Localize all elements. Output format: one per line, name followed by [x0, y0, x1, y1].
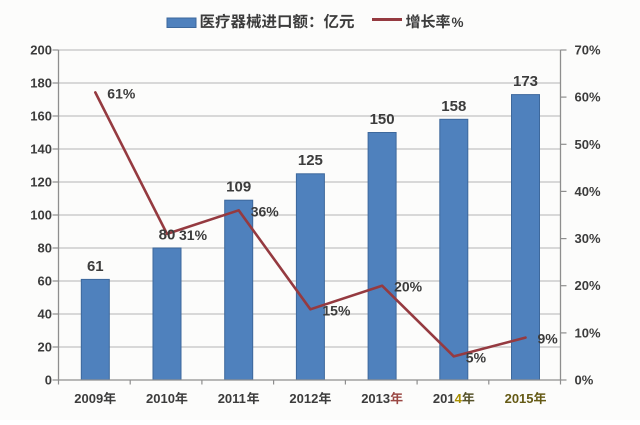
svg-text:100: 100 [30, 208, 52, 223]
svg-text:150: 150 [370, 111, 395, 128]
svg-text:180: 180 [30, 76, 52, 91]
svg-text:10%: 10% [575, 325, 601, 340]
svg-text:31%: 31% [179, 227, 208, 243]
svg-text:4: 4 [455, 391, 463, 406]
svg-text:109: 109 [226, 179, 251, 196]
svg-text:2012: 2012 [289, 391, 318, 406]
svg-text:200: 200 [30, 43, 52, 58]
svg-text:2011: 2011 [218, 391, 246, 406]
svg-text:9%: 9% [538, 331, 559, 347]
svg-text:2009: 2009 [74, 391, 103, 406]
svg-text:201: 201 [433, 391, 455, 406]
svg-text:20: 20 [38, 340, 52, 355]
svg-text:173: 173 [513, 73, 538, 90]
svg-text:40%: 40% [575, 184, 601, 199]
svg-text:50%: 50% [575, 137, 601, 152]
svg-text:61%: 61% [107, 85, 136, 101]
svg-text:160: 160 [30, 109, 52, 124]
svg-text:70%: 70% [575, 43, 601, 58]
svg-text:40: 40 [38, 307, 52, 322]
svg-text:0: 0 [45, 373, 52, 388]
svg-text:80: 80 [159, 227, 176, 244]
svg-text:5%: 5% [466, 349, 487, 365]
svg-text:158: 158 [441, 98, 466, 115]
svg-text:80: 80 [38, 241, 52, 256]
svg-text:140: 140 [30, 142, 52, 157]
svg-text:20%: 20% [394, 279, 423, 295]
svg-text:2013: 2013 [361, 391, 390, 406]
svg-text:60: 60 [38, 274, 52, 289]
svg-text:2010: 2010 [146, 391, 175, 406]
svg-text:15%: 15% [322, 302, 351, 318]
svg-text:120: 120 [30, 175, 52, 190]
svg-text:0%: 0% [575, 373, 594, 388]
svg-text:125: 125 [298, 152, 323, 169]
svg-text:%: % [452, 15, 464, 30]
svg-text:2015: 2015 [505, 391, 534, 406]
svg-text:20%: 20% [575, 278, 601, 293]
svg-text:36%: 36% [251, 203, 280, 219]
svg-text:60%: 60% [575, 90, 601, 105]
svg-text:30%: 30% [575, 231, 601, 246]
svg-text:61: 61 [87, 258, 104, 275]
